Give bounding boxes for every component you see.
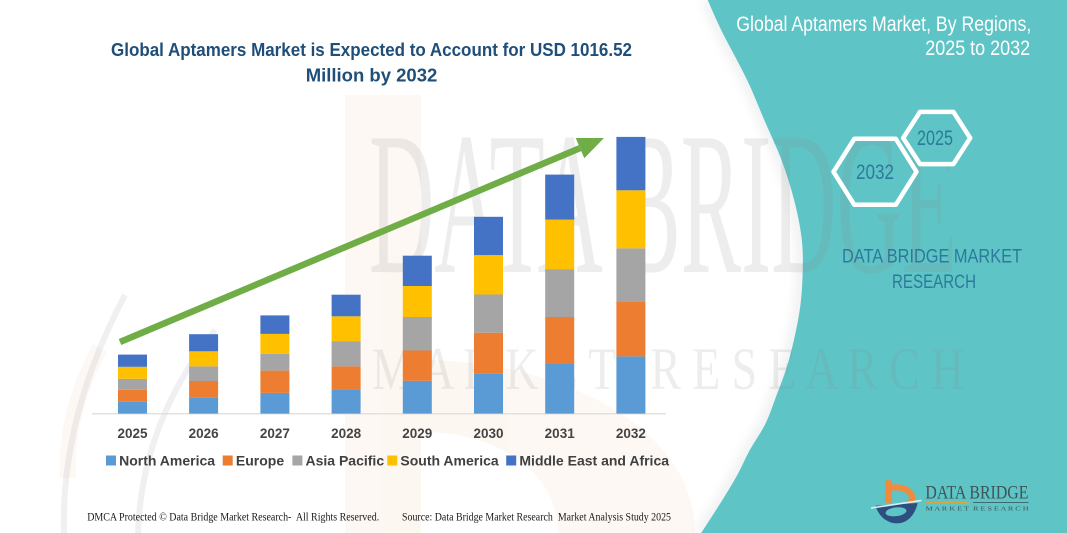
svg-text:Source: Data Bridge Market Res: Source: Data Bridge Market Research Mark… [402,510,671,524]
svg-text:Global Aptamers Market, By Reg: Global Aptamers Market, By Regions, [736,12,1031,36]
svg-text:Europe: Europe [236,452,284,468]
svg-text:Middle East and Africa: Middle East and Africa [519,452,669,468]
svg-text:2032: 2032 [616,426,646,441]
svg-text:DATA BRIDGE MARKET: DATA BRIDGE MARKET [842,247,1022,268]
svg-text:2026: 2026 [189,426,220,441]
svg-text:2029: 2029 [402,426,432,441]
svg-text:Global Aptamers Market is Expe: Global Aptamers Market is Expected to Ac… [111,39,632,60]
svg-text:2031: 2031 [545,426,576,441]
svg-text:RESEARCH: RESEARCH [892,272,976,293]
svg-text:M A R K E T R E S E A R C H: M A R K E T R E S E A R C H [372,336,964,402]
svg-text:2025: 2025 [917,126,953,150]
svg-text:2025 to 2032: 2025 to 2032 [925,36,1030,60]
svg-text:DMCA Protected © Data Bridge M: DMCA Protected © Data Bridge Market Rese… [87,510,379,524]
svg-text:Asia Pacific: Asia Pacific [306,452,385,468]
svg-text:2032: 2032 [856,160,894,184]
svg-text:2028: 2028 [331,426,362,441]
svg-text:South America: South America [400,452,498,468]
svg-text:2027: 2027 [260,426,290,441]
svg-text:2025: 2025 [117,426,148,441]
svg-text:North America: North America [119,452,215,468]
svg-text:M A R K E T R E S E A R C H: M A R K E T R E S E A R C H [926,505,1029,512]
svg-text:Million by 2032: Million by 2032 [306,65,438,86]
svg-text:DATA BRIDGE: DATA BRIDGE [925,483,1028,504]
svg-text:2030: 2030 [473,426,503,441]
